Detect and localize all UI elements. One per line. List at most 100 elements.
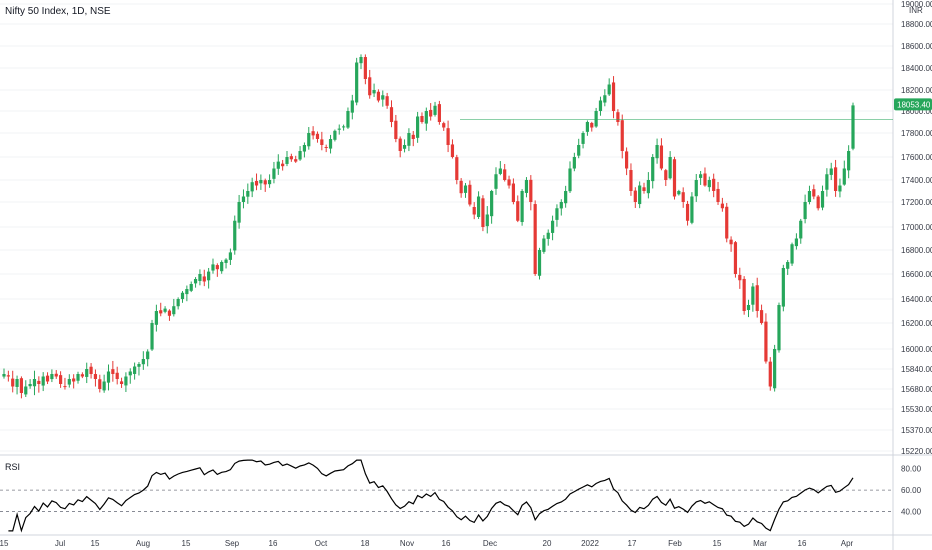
candle-body	[463, 185, 468, 193]
candle-body	[180, 292, 185, 300]
candle-body	[407, 133, 411, 146]
candle-body	[224, 259, 228, 263]
candle-body	[546, 232, 550, 239]
x-tick-label: 15	[713, 539, 722, 548]
candle-body	[416, 116, 420, 138]
candle-body	[524, 180, 529, 193]
candle-body	[93, 374, 98, 379]
candle-body	[542, 238, 546, 252]
candle-body	[507, 179, 511, 186]
x-tick-label: 15	[0, 539, 9, 548]
candle-body	[807, 191, 812, 202]
candle-body	[768, 361, 772, 387]
candle-body	[202, 276, 206, 282]
y-tick-label: 19000.00	[901, 0, 932, 9]
candle-body	[394, 120, 398, 139]
candle-body	[659, 145, 664, 169]
candle-body	[41, 376, 45, 386]
candle-body	[520, 191, 524, 223]
candle-body	[76, 374, 80, 381]
candle-body	[699, 174, 703, 178]
candle-body	[389, 107, 394, 122]
candle-body	[211, 264, 215, 271]
candle-body	[159, 310, 163, 314]
candle-body	[237, 202, 241, 223]
y-tick-label: 16000.00	[901, 345, 932, 354]
candle-body	[102, 381, 106, 391]
candle-body	[620, 120, 624, 151]
y-tick-label: 18600.00	[901, 42, 932, 51]
candle-body	[755, 285, 759, 311]
candle-body	[694, 180, 698, 197]
candle-body	[712, 178, 716, 191]
candle-body	[646, 180, 650, 194]
candle-body	[677, 191, 681, 195]
candle-body	[59, 375, 63, 384]
candle-body	[751, 286, 755, 305]
candle-body	[346, 111, 350, 128]
x-tick-label: Jul	[55, 539, 65, 548]
x-tick-label: 16	[798, 539, 807, 548]
candle-body	[67, 379, 71, 385]
currency-label: INR	[909, 6, 923, 15]
candle-body	[668, 157, 672, 179]
candle-body	[281, 163, 285, 167]
chart-title: Nifty 50 Index, 1D, NSE	[5, 6, 111, 17]
candle-body	[729, 239, 733, 245]
x-tick-label: Mar	[753, 539, 767, 548]
candle-body	[267, 180, 272, 185]
y-tick-label: 15370.00	[901, 426, 932, 435]
candle-body	[764, 321, 768, 362]
candle-body	[790, 244, 794, 264]
candle-body	[607, 84, 611, 95]
y-tick-label: 17800.00	[901, 129, 932, 138]
candle-body	[703, 173, 707, 186]
rsi-tick-label: 80.00	[901, 465, 922, 474]
candle-body	[241, 196, 246, 203]
candle-body	[777, 305, 781, 351]
candle-body	[98, 379, 102, 389]
candle-body	[324, 146, 328, 148]
candle-body	[285, 157, 289, 164]
candle-body	[141, 359, 145, 365]
candle-body	[603, 95, 607, 103]
candle-body	[15, 379, 19, 387]
candle-body	[472, 206, 476, 215]
candle-body	[28, 384, 32, 387]
candle-body	[198, 274, 202, 281]
candle-body	[555, 208, 559, 220]
candle-body	[559, 202, 563, 209]
candle-body	[568, 168, 572, 192]
candle-body	[611, 82, 616, 111]
candle-body	[738, 274, 742, 281]
x-tick-label: Dec	[483, 539, 497, 548]
candle-body	[363, 57, 367, 79]
y-tick-label: 15220.00	[901, 447, 932, 456]
y-tick-label: 15530.00	[901, 405, 932, 414]
candle-body	[185, 289, 189, 295]
x-tick-label: 17	[628, 539, 637, 548]
candle-body	[172, 306, 176, 315]
candle-body	[263, 180, 267, 185]
candle-body	[781, 268, 785, 307]
candle-body	[812, 189, 816, 197]
candle-body	[398, 138, 402, 151]
candle-body	[446, 128, 450, 145]
candle-body	[45, 375, 50, 382]
candle-body	[402, 145, 407, 149]
candle-body	[315, 133, 320, 139]
candle-body	[829, 168, 833, 175]
candle-body	[672, 159, 677, 197]
x-tick-label: Sep	[225, 539, 240, 548]
candle-body	[437, 104, 441, 122]
candle-body	[685, 203, 690, 221]
candle-body	[690, 196, 694, 223]
candle-body	[254, 180, 259, 186]
candle-body	[816, 196, 820, 209]
x-tick-label: 2022	[581, 539, 599, 548]
candle-body	[490, 191, 494, 217]
candle-body	[250, 182, 254, 192]
candle-body	[54, 373, 58, 377]
candle-body	[481, 198, 485, 227]
